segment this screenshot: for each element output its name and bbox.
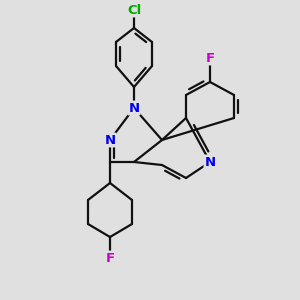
Text: Cl: Cl (127, 4, 141, 16)
Text: N: N (128, 101, 140, 115)
Text: F: F (105, 251, 115, 265)
Text: F: F (206, 52, 214, 64)
Text: N: N (104, 134, 116, 146)
Text: N: N (204, 155, 216, 169)
